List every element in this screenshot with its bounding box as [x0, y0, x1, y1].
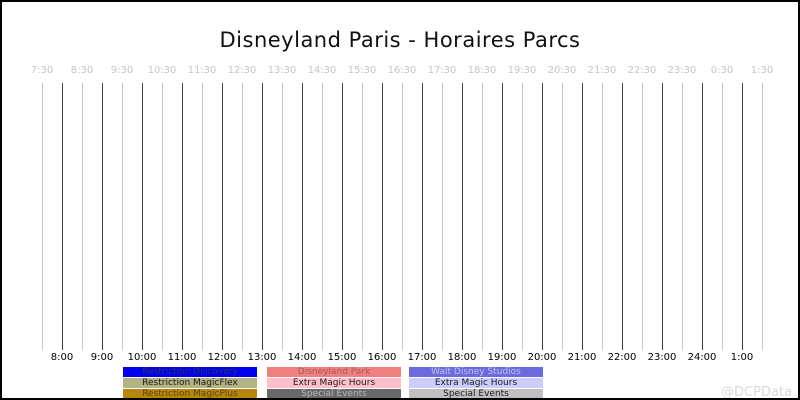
gridline-half-hour — [402, 83, 403, 350]
gridline-half-hour — [242, 83, 243, 350]
gridline-hour — [582, 83, 583, 350]
axis-tick-bottom: 19:00 — [487, 352, 517, 363]
gridline-hour — [742, 83, 743, 350]
gridline-half-hour — [642, 83, 643, 350]
axis-tick-bottom: 23:00 — [647, 352, 677, 363]
gridline-half-hour — [722, 83, 723, 350]
legend-item: Special Events — [267, 389, 401, 398]
axis-tick-top: 11:30 — [187, 65, 217, 76]
axis-tick-bottom: 15:00 — [327, 352, 357, 363]
watermark-credit: @DCPData — [721, 385, 792, 400]
gridline-half-hour — [682, 83, 683, 350]
gridline-half-hour — [442, 83, 443, 350]
gridline-hour — [662, 83, 663, 350]
axis-tick-top: 14:30 — [307, 65, 337, 76]
gridline-hour — [222, 83, 223, 350]
axis-tick-top: 17:30 — [427, 65, 457, 76]
legend-column: Walt Disney Studios Extra Magic Hours Spec… — [409, 367, 543, 398]
axis-tick-bottom: 24:00 — [687, 352, 717, 363]
gridline-half-hour — [362, 83, 363, 350]
gridline-hour — [182, 83, 183, 350]
gridline-hour — [102, 83, 103, 350]
axis-tick-top: 0:30 — [710, 65, 734, 76]
gridline-hour — [382, 83, 383, 350]
axis-tick-top: 22:30 — [627, 65, 657, 76]
axis-tick-top: 9:30 — [110, 65, 134, 76]
gridline-half-hour — [122, 83, 123, 350]
axis-tick-bottom: 22:00 — [607, 352, 637, 363]
gridline-half-hour — [162, 83, 163, 350]
chart-title: Disneyland Paris - Horaires Parcs — [219, 28, 581, 52]
legend-column: Disneyland Park Extra Magic Hours Special … — [267, 367, 401, 398]
gridline-hour — [262, 83, 263, 350]
gridline-half-hour — [562, 83, 563, 350]
legend-column: Restriction Discovery Restriction MagicFl… — [123, 367, 257, 398]
legend-item: Extra Magic Hours — [267, 378, 401, 388]
gridline-hour — [622, 83, 623, 350]
axis-tick-bottom: 8:00 — [50, 352, 74, 363]
axis-tick-bottom: 13:00 — [247, 352, 277, 363]
axis-tick-bottom: 14:00 — [287, 352, 317, 363]
axis-tick-bottom: 9:00 — [90, 352, 114, 363]
axis-tick-bottom: 20:00 — [527, 352, 557, 363]
axis-tick-bottom: 17:00 — [407, 352, 437, 363]
axis-tick-top: 13:30 — [267, 65, 297, 76]
legend-item: Special Events — [409, 389, 543, 398]
gridline-half-hour — [322, 83, 323, 350]
gridline-half-hour — [42, 83, 43, 350]
gridline-hour — [542, 83, 543, 350]
legend-item: Extra Magic Hours — [409, 378, 543, 388]
gridline-hour — [702, 83, 703, 350]
gridline-hour — [502, 83, 503, 350]
gridline-hour — [142, 83, 143, 350]
axis-tick-top: 20:30 — [547, 65, 577, 76]
legend-item: Restriction Discovery — [123, 367, 257, 377]
axis-tick-bottom: 16:00 — [367, 352, 397, 363]
axis-tick-top: 12:30 — [227, 65, 257, 76]
gridline-hour — [462, 83, 463, 350]
axis-tick-top: 19:30 — [507, 65, 537, 76]
gridline-half-hour — [482, 83, 483, 350]
axis-tick-bottom: 18:00 — [447, 352, 477, 363]
legend-item: Walt Disney Studios — [409, 367, 543, 377]
gridline-hour — [302, 83, 303, 350]
gridline-hour — [342, 83, 343, 350]
gridline-half-hour — [602, 83, 603, 350]
axis-tick-top: 16:30 — [387, 65, 417, 76]
gridline-hour — [422, 83, 423, 350]
gridline-half-hour — [82, 83, 83, 350]
axis-tick-bottom: 11:00 — [167, 352, 197, 363]
legend-item: Restriction MagicFlex — [123, 378, 257, 388]
axis-tick-top: 10:30 — [147, 65, 177, 76]
axis-tick-bottom: 12:00 — [207, 352, 237, 363]
axis-tick-top: 8:30 — [70, 65, 94, 76]
gridline-half-hour — [282, 83, 283, 350]
axis-tick-top: 1:30 — [750, 65, 774, 76]
gridline-half-hour — [202, 83, 203, 350]
axis-tick-bottom: 10:00 — [127, 352, 157, 363]
legend-item: Restriction MagicPlus — [123, 389, 257, 398]
axis-tick-top: 18:30 — [467, 65, 497, 76]
gridline-half-hour — [522, 83, 523, 350]
axis-tick-bottom: 21:00 — [567, 352, 597, 363]
gridline-half-hour — [762, 83, 763, 350]
legend-item: Disneyland Park — [267, 367, 401, 377]
axis-tick-top: 7:30 — [30, 65, 54, 76]
axis-tick-top: 15:30 — [347, 65, 377, 76]
axis-tick-bottom: 1:00 — [730, 352, 754, 363]
gridline-hour — [62, 83, 63, 350]
axis-tick-top: 21:30 — [587, 65, 617, 76]
axis-tick-top: 23:30 — [667, 65, 697, 76]
